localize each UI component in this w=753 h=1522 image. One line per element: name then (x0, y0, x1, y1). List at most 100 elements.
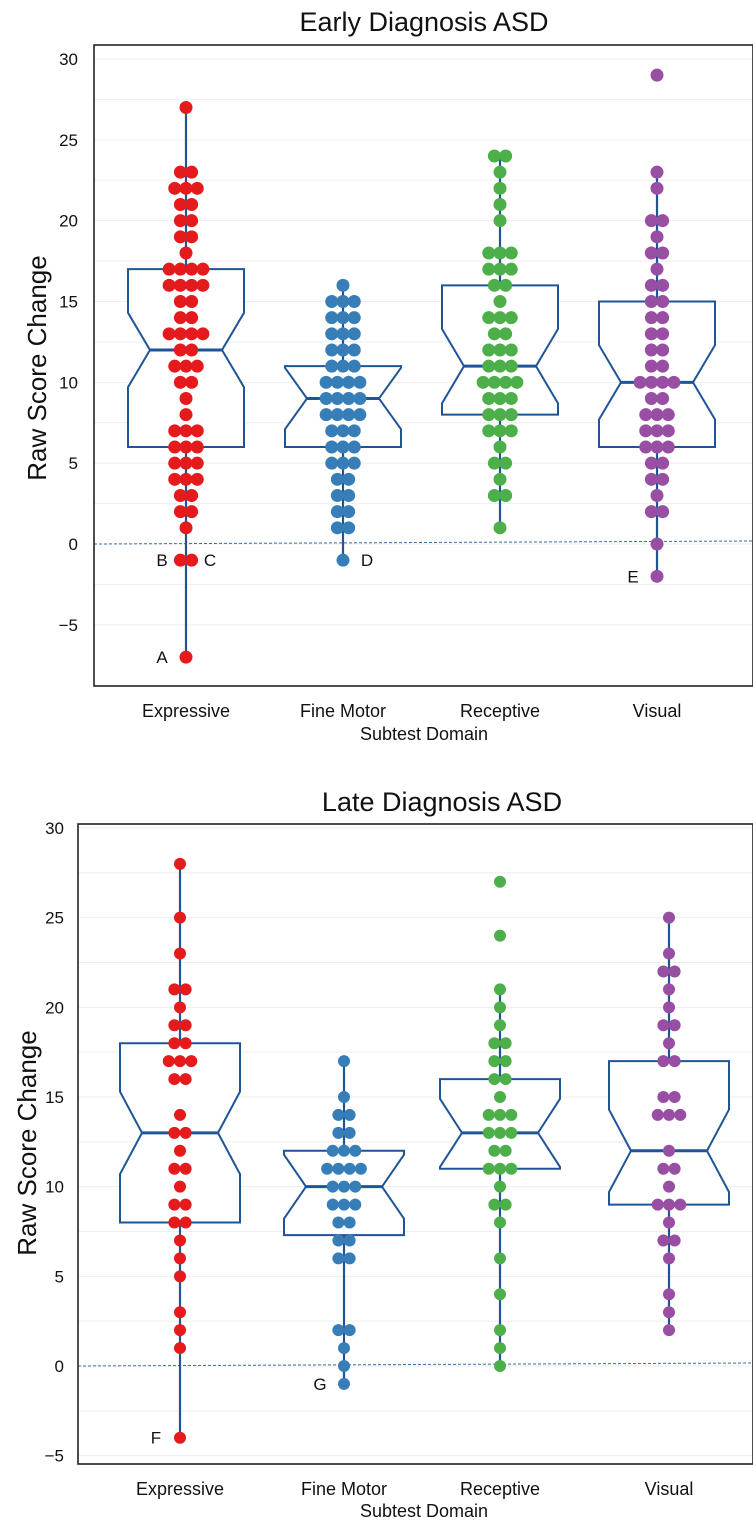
data-point (326, 1198, 339, 1211)
data-point (657, 1234, 670, 1247)
category-labels: Expressive Fine Motor Receptive Visual (142, 701, 681, 721)
data-point (179, 983, 192, 996)
data-point (650, 489, 664, 502)
data-point (185, 295, 199, 308)
data-point (494, 1001, 506, 1014)
data-point (482, 343, 496, 357)
data-point (494, 929, 506, 942)
data-point (644, 456, 658, 470)
data-point (179, 101, 193, 114)
data-point (185, 505, 199, 519)
y-tick-label: 0 (69, 535, 78, 554)
data-point (179, 1162, 192, 1175)
data-point (179, 424, 193, 438)
data-point (644, 392, 658, 405)
data-point (330, 408, 344, 422)
data-point (488, 1055, 501, 1068)
data-point (353, 392, 367, 405)
data-point (325, 456, 339, 470)
data-point (493, 246, 507, 260)
data-point (657, 1091, 670, 1103)
data-point (494, 1252, 506, 1265)
data-point (494, 1091, 506, 1103)
x-axis-label: Subtest Domain (360, 1501, 488, 1521)
data-points (162, 68, 681, 664)
data-point (168, 456, 182, 470)
data-point (173, 505, 187, 519)
data-point (173, 230, 187, 244)
data-point (338, 1198, 350, 1211)
data-point (488, 1073, 501, 1086)
data-point (667, 375, 681, 389)
category-label: Receptive (460, 1479, 540, 1499)
data-point (332, 1126, 345, 1139)
data-point (651, 1108, 664, 1121)
data-point (487, 278, 501, 292)
data-point (656, 278, 670, 292)
y-tick-label: 25 (59, 131, 78, 150)
data-point (354, 1162, 367, 1175)
data-point (656, 472, 670, 486)
data-point (173, 489, 187, 502)
y-tick-label: 5 (55, 1267, 64, 1286)
data-point (179, 1019, 192, 1032)
point-annotation: B (156, 551, 167, 570)
data-point (668, 1234, 681, 1247)
category-label: Expressive (136, 1479, 224, 1499)
data-point (493, 311, 507, 325)
data-point (668, 1162, 681, 1175)
box-fine-motor (284, 365, 402, 448)
data-point (332, 1162, 345, 1175)
data-point (494, 1324, 506, 1337)
data-point (504, 424, 518, 438)
data-point (499, 278, 513, 292)
data-point (650, 230, 664, 244)
data-point (336, 311, 350, 325)
data-point (347, 343, 361, 357)
data-point (185, 165, 199, 179)
data-point (487, 149, 501, 163)
data-point (342, 375, 356, 389)
data-point (342, 408, 356, 422)
data-point (668, 1091, 681, 1103)
data-point (338, 1377, 350, 1390)
data-point (494, 1019, 506, 1032)
data-point (499, 1073, 512, 1086)
panel-late: Late Diagnosis ASD Raw Score Change Subt… (12, 787, 753, 1521)
data-point (185, 489, 199, 502)
data-point (185, 311, 199, 325)
data-point (330, 375, 344, 389)
data-point (174, 1306, 186, 1319)
data-point (493, 214, 507, 228)
data-point (185, 375, 199, 389)
data-point (656, 214, 670, 228)
reference-line (77, 1362, 753, 1367)
data-point (336, 343, 350, 357)
data-point (185, 278, 199, 292)
data-point (174, 1234, 186, 1247)
data-point (336, 295, 350, 308)
data-point (173, 553, 187, 567)
data-point (179, 246, 193, 260)
data-point (488, 1037, 501, 1050)
data-point (332, 1324, 345, 1337)
data-point (487, 375, 501, 389)
data-point (321, 1162, 334, 1175)
data-point (505, 1162, 518, 1175)
data-point (504, 311, 518, 325)
data-point (663, 1144, 675, 1157)
data-point (336, 553, 350, 567)
data-point (168, 1126, 181, 1139)
data-point (482, 424, 496, 438)
data-point (173, 311, 187, 325)
point-annotation: G (313, 1375, 326, 1394)
data-point (650, 424, 664, 438)
data-point (493, 408, 507, 422)
data-point (330, 521, 344, 535)
data-point (493, 198, 507, 211)
data-point (338, 1144, 350, 1157)
data-point (338, 1055, 350, 1068)
data-point (657, 1055, 670, 1068)
data-point (342, 392, 356, 405)
